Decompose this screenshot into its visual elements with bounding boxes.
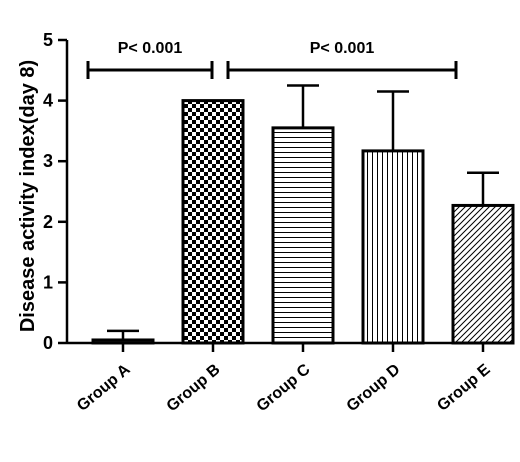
y-axis: 0 1 2 3 4 5: [43, 30, 69, 353]
significance-label: P< 0.001: [310, 40, 375, 57]
bars-group: [91, 84, 515, 345]
bar-group-b: [181, 99, 245, 345]
y-tick-label: 1: [43, 272, 53, 292]
x-axis: Group A Group B Group C Group D Group E: [67, 341, 512, 415]
y-axis-label: Disease activity index(day 8): [17, 60, 39, 332]
y-tick-label: 0: [43, 333, 53, 353]
bar-group-e: [451, 203, 515, 345]
significance-label: P< 0.001: [118, 40, 183, 57]
x-category-label: Group A: [74, 361, 134, 415]
x-category-label: Group C: [254, 361, 314, 415]
x-category-label: Group D: [344, 361, 404, 415]
y-tick-label: 2: [43, 212, 53, 232]
y-tick-label: 5: [43, 30, 53, 50]
y-tick-label: 4: [43, 91, 53, 111]
significance-annotations: P< 0.001 P< 0.001: [86, 40, 458, 79]
x-category-label: Group E: [434, 361, 494, 415]
bar-group-d: [361, 149, 425, 345]
bar-group-c: [271, 126, 335, 345]
y-tick-label: 3: [43, 151, 53, 171]
x-category-label: Group B: [164, 361, 224, 415]
